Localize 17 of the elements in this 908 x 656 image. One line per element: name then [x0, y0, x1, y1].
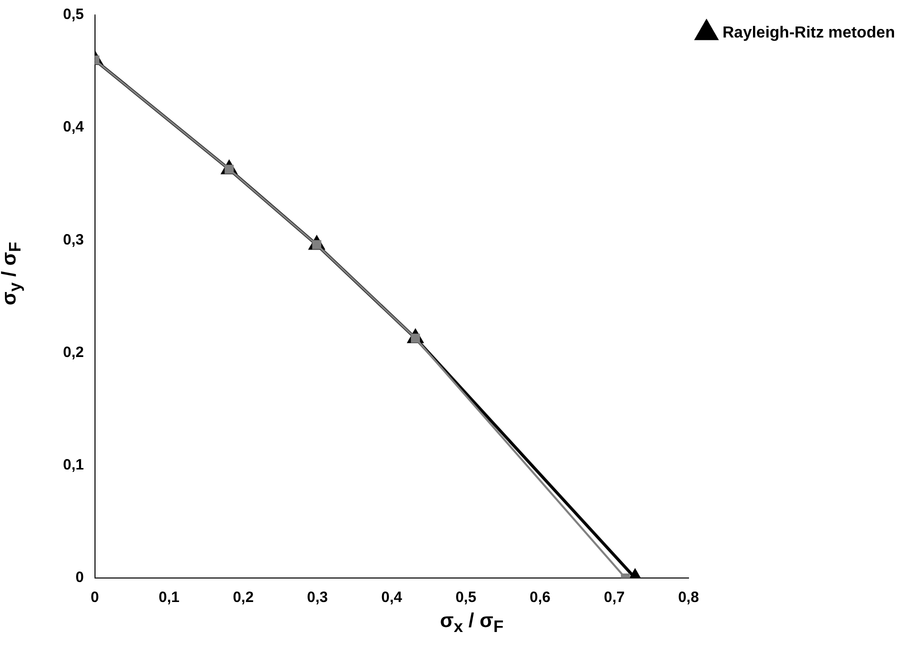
x-axis-title: σ$_{x}$ / σ$_{F}$: [440, 610, 504, 637]
x-tick-label: 0,2: [232, 589, 254, 606]
x-tick-label: 0,7: [604, 589, 625, 606]
y-tick-label: 0,3: [62, 231, 84, 248]
y-tick-label: 0: [76, 569, 84, 586]
x-tick-label: 0: [90, 589, 100, 606]
x-tick-label: 0,5: [455, 589, 476, 606]
x-tick-label: 0,6: [530, 589, 551, 606]
x-tick-label: 0,4: [381, 589, 403, 606]
x-tick-label: 0,3: [307, 589, 328, 606]
y-tick-label: 0,4: [62, 118, 84, 136]
x-tick-label: 0,1: [158, 589, 180, 606]
y-tick-label: 0,5: [62, 6, 84, 24]
legend-label: Rayleigh-Ritz metoden: [722, 24, 895, 42]
y-tick-label: 0,2: [62, 344, 84, 361]
y-tick-label: 0,1: [62, 456, 84, 474]
x-tick-label: 0,8: [678, 589, 699, 606]
